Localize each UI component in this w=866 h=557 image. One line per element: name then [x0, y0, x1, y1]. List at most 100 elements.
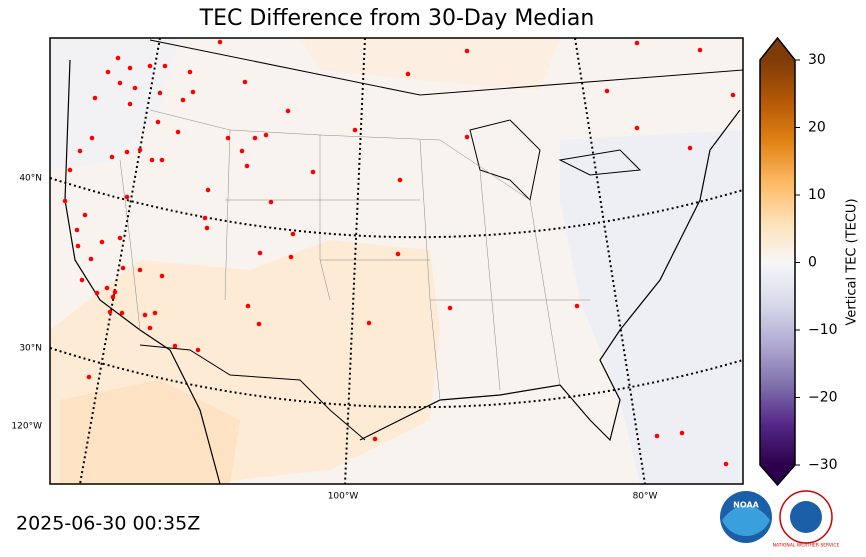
station-dot	[82, 212, 88, 218]
station-dot	[679, 430, 685, 436]
station-dot	[290, 231, 296, 237]
station-dot	[464, 48, 470, 54]
colorbar: −30 −20 −10 0 10 20 30	[759, 36, 838, 487]
station-dot	[366, 320, 372, 326]
station-dot	[244, 163, 250, 169]
station-dot	[92, 95, 98, 101]
colorbar-tick-label: −30	[808, 457, 838, 473]
map-region	[560, 130, 743, 484]
station-dot	[187, 69, 193, 75]
station-dot	[180, 97, 186, 103]
station-dot	[75, 243, 81, 249]
station-dot	[730, 92, 736, 98]
station-dot	[94, 290, 100, 296]
station-dot	[159, 273, 165, 279]
station-dot	[74, 227, 80, 233]
colorbar-extend-bottom	[760, 465, 795, 485]
station-dot	[202, 215, 208, 221]
station-dot	[464, 134, 470, 140]
timestamp: 2025-06-30 00:35Z	[16, 513, 200, 535]
station-dot	[217, 39, 223, 45]
station-dot	[723, 461, 729, 467]
noaa-text: NOAA	[733, 501, 759, 510]
station-dot	[157, 90, 163, 96]
station-dot	[152, 310, 158, 316]
station-dot	[127, 101, 133, 107]
station-dot	[104, 285, 110, 291]
station-dot	[239, 148, 245, 154]
station-dot	[205, 187, 211, 193]
station-dot	[242, 79, 248, 85]
station-dot	[268, 199, 274, 205]
station-dot	[263, 132, 269, 138]
border	[149, 39, 743, 96]
station-dot	[574, 303, 580, 309]
station-dot	[147, 63, 153, 69]
colorbar-tick-label: −10	[808, 322, 838, 338]
station-dot	[88, 256, 94, 262]
coastline	[359, 109, 741, 442]
station-dot	[137, 267, 143, 273]
station-dot	[62, 198, 68, 204]
station-dot	[195, 347, 201, 353]
station-dot	[89, 135, 95, 141]
station-dot	[112, 289, 118, 295]
station-dot	[285, 108, 291, 114]
station-dot	[634, 125, 640, 131]
border	[139, 344, 366, 441]
lon-label: 80°W	[633, 492, 658, 502]
lon-label: 120°W	[11, 422, 42, 432]
station-dot	[245, 303, 251, 309]
nws-text: NATIONAL WEATHER SERVICE	[773, 543, 840, 549]
station-dot	[190, 89, 196, 95]
station-dot	[105, 69, 111, 75]
lat-label: 40°N	[19, 174, 42, 184]
station-dot	[120, 265, 126, 271]
station-dot	[252, 135, 258, 141]
station-dot	[697, 47, 703, 53]
station-dot	[124, 194, 130, 200]
lat-label: 30°N	[19, 344, 42, 354]
station-dot	[162, 63, 168, 69]
station-dot	[172, 343, 178, 349]
station-dot	[117, 235, 123, 241]
station-dot	[86, 374, 92, 380]
station-dot	[604, 88, 610, 94]
coastline	[64, 59, 221, 484]
station-dot	[77, 148, 83, 154]
station-dot	[107, 309, 113, 315]
station-dot	[137, 147, 143, 153]
colorbar-tick-label: 20	[808, 120, 826, 136]
map-region	[300, 38, 560, 90]
graticule	[50, 38, 743, 484]
state-borders	[119, 109, 590, 401]
colorbar-extend-top	[760, 38, 795, 60]
station-dot	[132, 85, 138, 91]
station-dot	[447, 305, 453, 311]
station-dot	[634, 40, 640, 46]
station-dot	[175, 129, 181, 135]
lon-label: 100°W	[328, 492, 359, 502]
station-dot	[405, 71, 411, 77]
station-dot	[124, 149, 130, 155]
station-dot	[119, 310, 125, 316]
colorbar-gradient	[760, 60, 795, 465]
colorbar-label: Vertical TEC (TECU)	[845, 198, 860, 325]
station-dot	[225, 135, 231, 141]
station-dot	[256, 321, 262, 327]
station-dot	[257, 250, 263, 256]
station-dot	[395, 251, 401, 257]
noaa-logo: NOAA	[720, 491, 772, 543]
map-region	[50, 38, 180, 170]
colorbar-tick-label: −20	[808, 390, 838, 406]
station-dot	[149, 157, 155, 163]
stations	[62, 39, 736, 467]
station-dot	[397, 177, 403, 183]
colorbar-tick-label: 30	[808, 52, 826, 68]
station-dot	[110, 294, 116, 300]
station-dot	[79, 277, 85, 283]
station-dot	[155, 119, 161, 125]
station-dot	[109, 154, 115, 160]
title: TEC Difference from 30-Day Median	[199, 6, 595, 31]
